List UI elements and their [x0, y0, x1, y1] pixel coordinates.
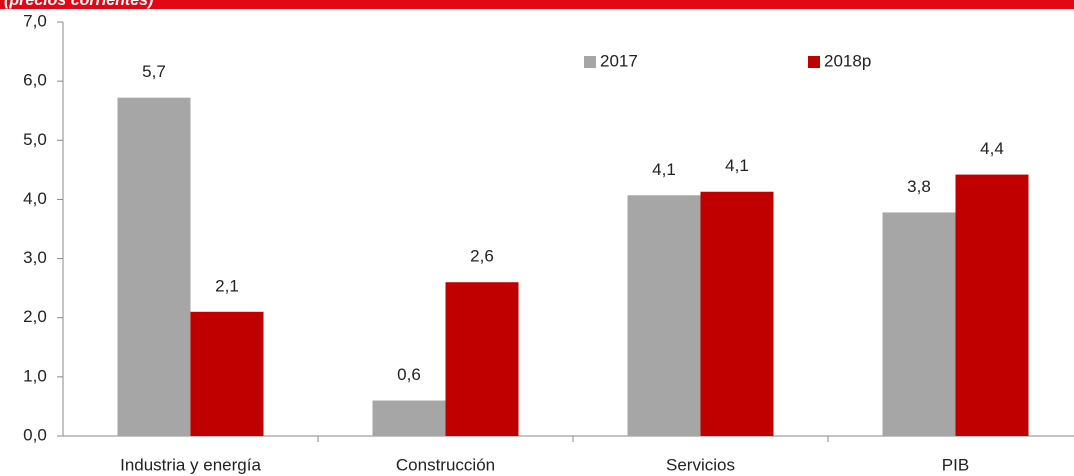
legend-swatch [808, 56, 820, 68]
y-tick-label: 5,0 [23, 130, 47, 149]
bar [117, 97, 191, 437]
x-tick-label: Servicios [666, 455, 735, 474]
bar [627, 195, 701, 436]
legend-swatch [584, 56, 596, 68]
bar [700, 191, 774, 436]
chart-subtitle: (precios corrientes) [4, 0, 153, 9]
bar [190, 311, 264, 436]
y-tick-label: 4,0 [23, 189, 47, 208]
value-label: 2,1 [215, 276, 239, 295]
value-label: 4,4 [980, 139, 1004, 158]
value-label: 0,6 [397, 365, 421, 384]
bar [372, 400, 446, 436]
value-label: 5,7 [142, 62, 166, 81]
x-tick-label: Construcción [396, 455, 495, 474]
legend-label: 2018p [824, 51, 871, 70]
title-banner [0, 0, 1074, 9]
value-label: 4,1 [652, 160, 676, 179]
y-tick-label: 1,0 [23, 366, 47, 385]
legend-label: 2017 [600, 51, 638, 70]
y-tick-label: 2,0 [23, 307, 47, 326]
value-label: 3,8 [907, 177, 931, 196]
bar [445, 282, 519, 436]
bar [882, 212, 956, 436]
x-tick-label: PIB [942, 455, 969, 474]
value-label: 2,6 [470, 247, 494, 266]
bar [955, 174, 1029, 437]
y-tick-label: 7,0 [23, 11, 47, 30]
x-tick-label: Industria y energía [120, 455, 261, 474]
y-tick-label: 6,0 [23, 71, 47, 90]
y-tick-label: 3,0 [23, 248, 47, 267]
y-tick-label: 0,0 [23, 425, 47, 444]
value-label: 4,1 [725, 156, 749, 175]
